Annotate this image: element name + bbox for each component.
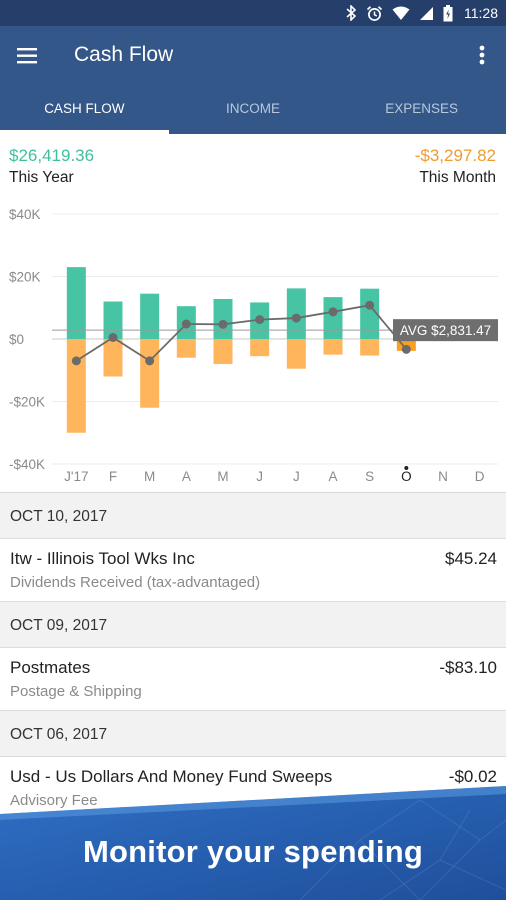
x-tick-label: O bbox=[401, 469, 412, 484]
x-tick-label: A bbox=[182, 469, 191, 484]
hamburger-menu-icon[interactable] bbox=[14, 42, 42, 70]
net-point bbox=[255, 315, 265, 325]
battery-icon bbox=[443, 4, 453, 21]
x-tick-label: N bbox=[438, 469, 448, 484]
x-tick-label: M bbox=[217, 469, 228, 484]
average-badge bbox=[393, 319, 498, 342]
month-label: This Month bbox=[419, 169, 496, 186]
income-bar bbox=[103, 301, 123, 339]
transaction-amount: -$83.10 bbox=[439, 658, 497, 677]
year-total: $26,419.36 bbox=[9, 146, 95, 165]
expense-bar bbox=[176, 339, 196, 358]
x-tick-label: A bbox=[328, 469, 337, 484]
expense-bar bbox=[140, 339, 160, 408]
transaction-category: Postage & Shipping bbox=[10, 683, 142, 700]
current-month-dot bbox=[404, 466, 409, 470]
net-point bbox=[328, 307, 338, 317]
expense-bar bbox=[103, 339, 123, 377]
net-point bbox=[108, 332, 118, 342]
cash-flow-summary: $26,419.36 This Year -$3,297.82 This Mon… bbox=[0, 134, 506, 196]
net-point bbox=[181, 319, 191, 329]
x-tick-label: F bbox=[109, 469, 117, 484]
transaction-category: Advisory Fee bbox=[10, 792, 98, 809]
net-point bbox=[145, 356, 155, 366]
y-tick-label: -$40K bbox=[9, 457, 45, 472]
income-bar bbox=[360, 288, 380, 339]
transaction-name: Usd - Us Dollars And Money Fund Sweeps bbox=[10, 767, 333, 786]
transaction-category: Dividends Received (tax-advantaged) bbox=[10, 574, 261, 591]
x-tick-label: J bbox=[256, 469, 263, 484]
date-header: OCT 06, 2017 bbox=[0, 711, 506, 757]
net-point bbox=[401, 344, 411, 354]
expense-bar bbox=[323, 339, 343, 355]
alarm-icon bbox=[366, 5, 383, 21]
x-tick-label: J'17 bbox=[64, 469, 88, 484]
y-tick-label: $20K bbox=[9, 270, 41, 285]
income-bar bbox=[213, 299, 233, 339]
tab-expenses[interactable]: EXPENSES bbox=[385, 101, 459, 116]
expense-bar bbox=[213, 339, 233, 364]
expense-bar bbox=[250, 339, 270, 357]
page-title: Cash Flow bbox=[74, 43, 174, 66]
date-header: OCT 10, 2017 bbox=[0, 493, 506, 539]
net-point bbox=[218, 319, 228, 329]
income-bar bbox=[323, 297, 343, 339]
net-point bbox=[365, 300, 375, 310]
promo-banner bbox=[0, 786, 506, 900]
net-line bbox=[75, 304, 408, 363]
transaction-amount: -$0.02 bbox=[448, 767, 497, 786]
transaction-name: Itw - Illinois Tool Wks Inc bbox=[10, 549, 195, 568]
list-item[interactable]: Postmates Postage & Shipping -$83.10 bbox=[0, 648, 506, 711]
promo-banner-text: Monitor your spending bbox=[82, 834, 423, 869]
expense-bar bbox=[286, 339, 306, 369]
status-bar: 11:28 bbox=[0, 0, 506, 26]
more-vertical-icon[interactable] bbox=[470, 42, 494, 70]
divider bbox=[0, 492, 506, 493]
status-time: 11:28 bbox=[464, 5, 498, 21]
transaction-list[interactable]: OCT 10, 2017 Itw - Illinois Tool Wks Inc… bbox=[0, 493, 506, 823]
app-bar: Cash Flow CASH FLOW INCOME EXPENSES bbox=[0, 26, 506, 134]
y-tick-label: -$20K bbox=[9, 395, 45, 410]
x-tick-label: D bbox=[475, 469, 485, 484]
expense-bar bbox=[66, 339, 86, 433]
bluetooth-icon bbox=[346, 5, 357, 21]
y-tick-label: $0 bbox=[9, 332, 24, 347]
month-total: -$3,297.82 bbox=[414, 146, 496, 165]
net-point bbox=[71, 356, 81, 366]
net-point bbox=[291, 313, 301, 323]
tab-income[interactable]: INCOME bbox=[225, 101, 280, 116]
x-tick-label: J bbox=[293, 469, 300, 484]
tab-cash-flow[interactable]: CASH FLOW bbox=[0, 92, 169, 134]
income-bar bbox=[140, 293, 160, 339]
signal-icon bbox=[420, 6, 433, 20]
transaction-name: Postmates bbox=[10, 658, 91, 677]
expense-bar bbox=[360, 339, 380, 356]
transaction-amount: $45.24 bbox=[445, 549, 497, 568]
y-tick-label: $40K bbox=[9, 207, 41, 222]
year-label: This Year bbox=[9, 169, 74, 186]
x-tick-label: M bbox=[144, 469, 155, 484]
date-header: OCT 09, 2017 bbox=[0, 602, 506, 648]
wifi-icon bbox=[392, 6, 410, 20]
tab-bar: CASH FLOW INCOME EXPENSES bbox=[0, 92, 506, 134]
cash-flow-chart[interactable]: $40K $20K $0 -$20K -$40K AVG $2,831.47 J'17 F M A… bbox=[0, 196, 506, 492]
list-item[interactable]: Itw - Illinois Tool Wks Inc Dividends Re… bbox=[0, 539, 506, 602]
income-bar bbox=[66, 267, 86, 339]
x-tick-label: S bbox=[365, 469, 374, 484]
average-label: AVG $2,831.47 bbox=[400, 323, 491, 338]
